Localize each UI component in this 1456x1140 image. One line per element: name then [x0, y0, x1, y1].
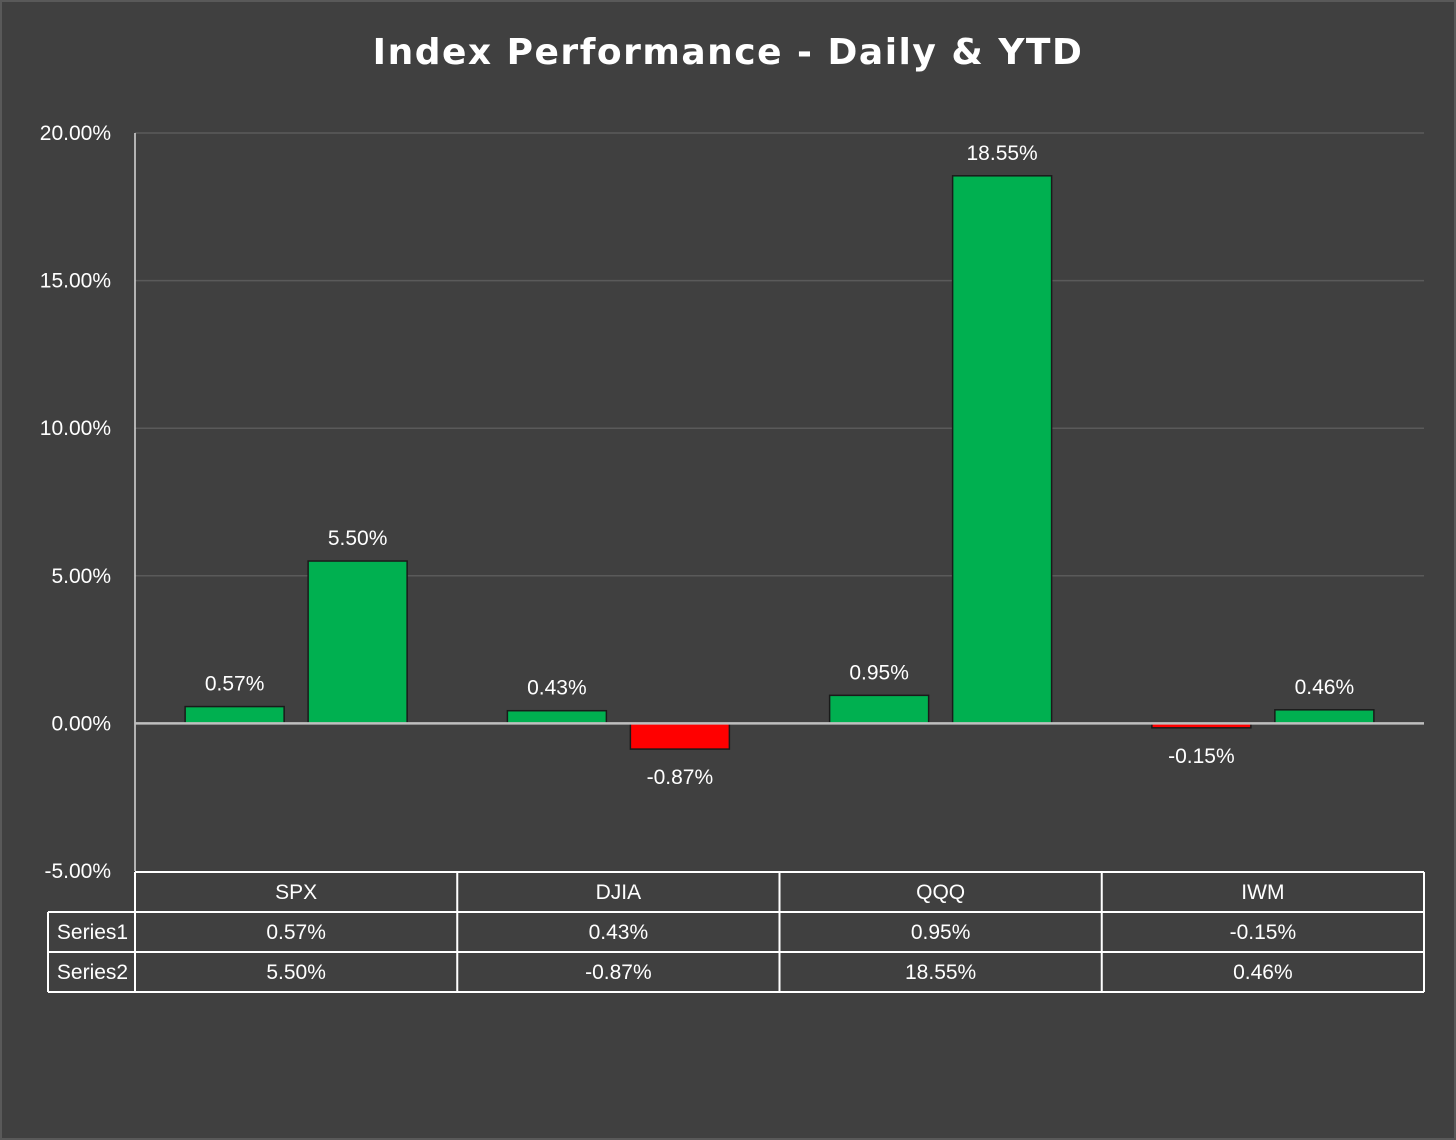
- y-tick-label: 10.00%: [40, 417, 111, 440]
- bar-iwm-series2: [1274, 709, 1375, 725]
- data-label: -0.87%: [647, 766, 714, 789]
- y-tick-label: 20.00%: [40, 122, 111, 145]
- data-label: 18.55%: [967, 142, 1038, 165]
- data-label: 0.46%: [1295, 676, 1355, 699]
- bar-qqq-series2: [951, 175, 1053, 725]
- data-labels: 0.57% 5.50% 0.43% -0.87% 0.95% 18.55% -0.15% 0.…: [205, 142, 1354, 789]
- bar-djia-series1: [506, 709, 608, 725]
- table-cell: 5.50%: [266, 961, 326, 984]
- table-series-name: Series2: [57, 961, 128, 984]
- y-tick-label: 5.00%: [51, 565, 111, 588]
- gridlines: [134, 132, 1424, 871]
- bar-qqq-series1: [828, 694, 930, 725]
- data-label: 5.50%: [328, 527, 388, 550]
- table-cell: 0.57%: [266, 921, 326, 944]
- bar-spx-series1: [184, 705, 285, 725]
- table-category-iwm: IWM: [1241, 881, 1284, 904]
- y-axis-tick-labels: 20.00% 15.00% 10.00% 5.00% 0.00% -5.00%: [40, 122, 111, 883]
- chart-title: Index Performance - Daily & YTD: [373, 32, 1084, 73]
- table-cell: 18.55%: [905, 961, 976, 984]
- y-tick-label: -5.00%: [44, 860, 111, 883]
- data-label: 0.95%: [849, 661, 909, 684]
- table-cell: -0.87%: [585, 961, 652, 984]
- table-cell: 0.43%: [589, 921, 649, 944]
- data-label: 0.43%: [527, 677, 587, 700]
- table-cell: -0.15%: [1230, 921, 1297, 944]
- y-tick-label: 0.00%: [51, 712, 111, 735]
- table-cell: 0.95%: [911, 921, 971, 944]
- table-cell: 0.46%: [1233, 961, 1293, 984]
- data-label: -0.15%: [1168, 745, 1235, 768]
- data-table: SPX DJIA QQQ IWM Series1 0.57% 0.43% 0.95% -0.15…: [47, 871, 1425, 993]
- table-category-djia: DJIA: [596, 881, 642, 904]
- bar-djia-series2: [629, 722, 731, 750]
- data-label: 0.57%: [205, 673, 265, 696]
- table-category-spx: SPX: [275, 881, 317, 904]
- table-category-qqq: QQQ: [916, 881, 965, 904]
- table-series-name: Series1: [57, 921, 128, 944]
- bar-spx-series2: [307, 560, 408, 725]
- y-tick-label: 15.00%: [40, 270, 111, 293]
- bars: [184, 175, 1375, 750]
